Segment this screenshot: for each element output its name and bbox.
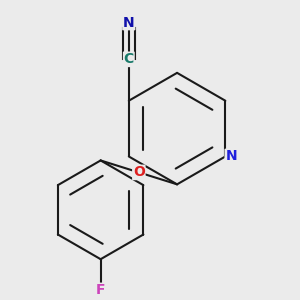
Text: N: N — [123, 16, 135, 29]
Text: O: O — [133, 165, 145, 179]
Text: F: F — [96, 284, 105, 297]
Text: C: C — [124, 52, 134, 66]
Text: N: N — [225, 149, 237, 164]
